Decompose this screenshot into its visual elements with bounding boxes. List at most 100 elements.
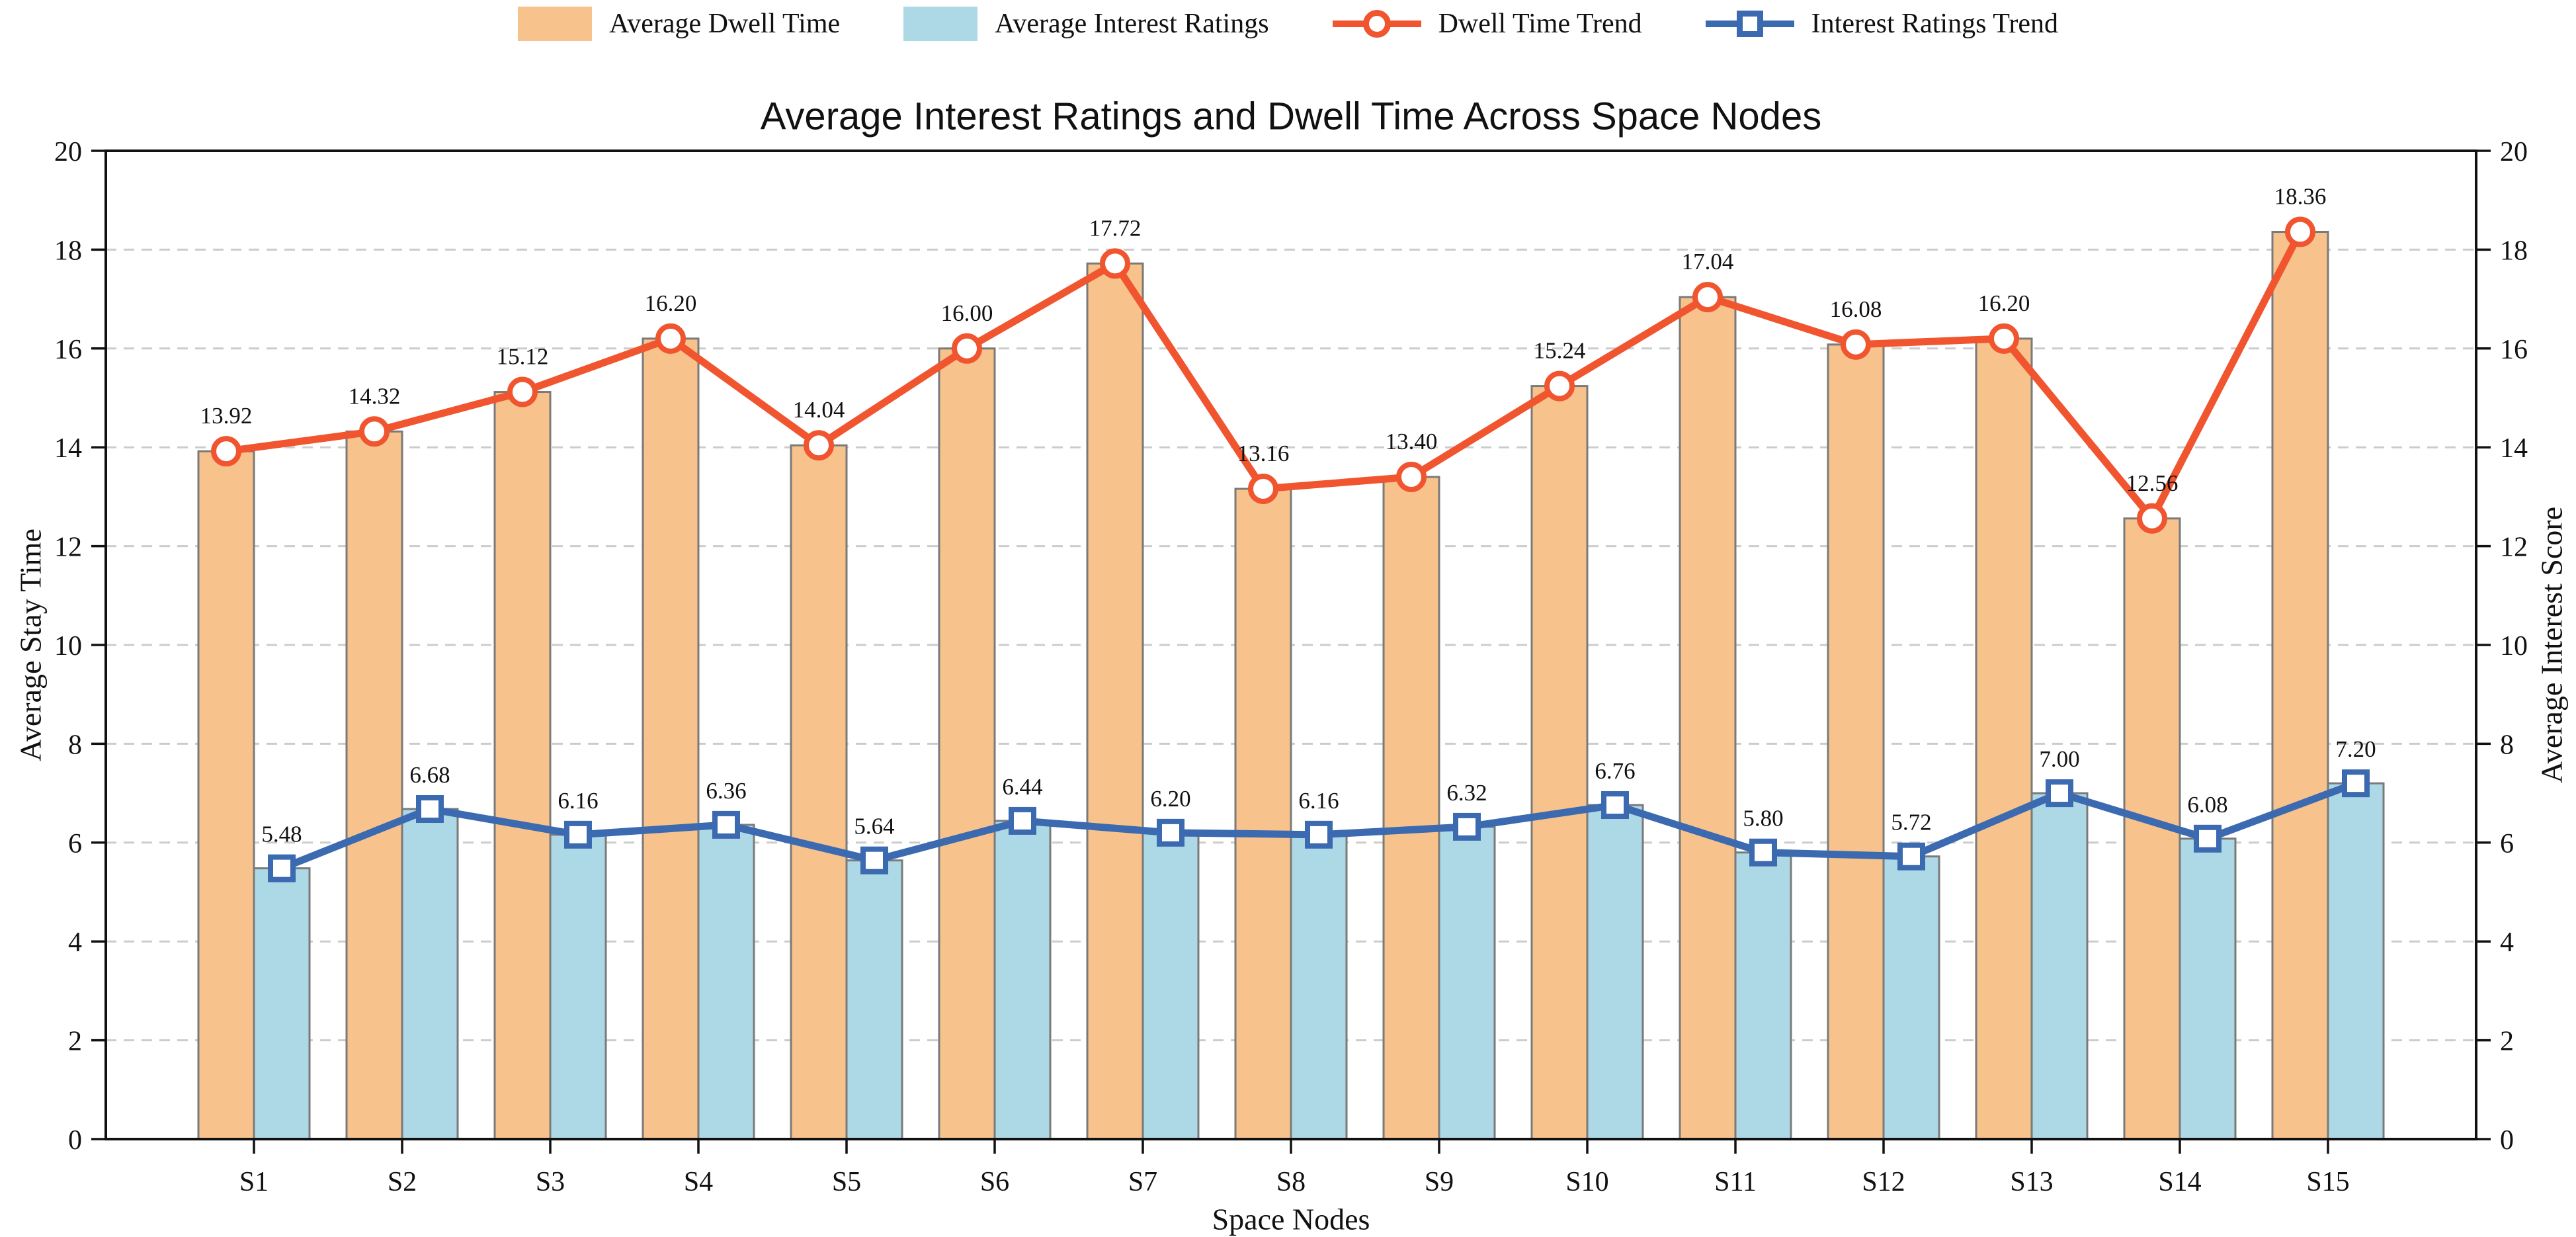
- legend-label-interest-bar: Average Interest Ratings: [995, 9, 1269, 39]
- value-label-interest-S7: 6.20: [1150, 786, 1190, 812]
- bar-dwell-S8: [1234, 488, 1292, 1140]
- value-label-interest-S5: 5.64: [854, 814, 894, 839]
- x-tick-label-S11: S11: [1714, 1167, 1757, 1197]
- value-label-interest-S11: 5.80: [1743, 806, 1783, 832]
- legend-item-interest-trend: Interest Ratings Trend: [1705, 7, 2058, 41]
- legend-label-interest-trend: Interest Ratings Trend: [1811, 9, 2058, 39]
- circle-marker-S13: [1989, 323, 2019, 354]
- legend-swatch-dwell-trend-icon: [1332, 7, 1421, 41]
- bar-dwell-S12: [1827, 343, 1885, 1140]
- square-marker-S2: [416, 795, 444, 824]
- bar-dwell-S1: [197, 450, 255, 1140]
- x-tick-label-S13: S13: [2010, 1167, 2053, 1197]
- value-label-dwell-S5: 14.04: [793, 397, 845, 423]
- legend-item-dwell-bar: Average Dwell Time: [518, 7, 840, 41]
- circle-marker-S12: [1841, 329, 1871, 360]
- y-tick-label-right: 0: [2500, 1125, 2514, 1156]
- value-label-dwell-S10: 15.24: [1534, 338, 1586, 364]
- legend-label-dwell-trend: Dwell Time Trend: [1438, 9, 1642, 39]
- y-tick-label-right: 14: [2500, 433, 2528, 464]
- x-tick-label-S1: S1: [239, 1167, 269, 1197]
- y-tick-label-left: 4: [68, 927, 82, 958]
- value-label-dwell-S13: 16.20: [1978, 290, 2030, 316]
- circle-marker-S7: [1100, 248, 1130, 279]
- y-tick-label-left: 14: [54, 433, 82, 464]
- y-tick-label-right: 16: [2500, 335, 2528, 365]
- y-tick-label-right: 10: [2500, 631, 2528, 661]
- value-label-dwell-S6: 16.00: [941, 300, 993, 326]
- square-marker-S8: [1305, 820, 1333, 849]
- square-marker-S4: [712, 810, 740, 839]
- x-tick-label-S10: S10: [1565, 1167, 1608, 1197]
- y-tick-label-left: 0: [68, 1125, 82, 1156]
- x-tick-label-S8: S8: [1276, 1167, 1306, 1197]
- bar-interest-S6: [993, 820, 1052, 1140]
- square-marker-S13: [2046, 779, 2073, 808]
- bar-dwell-S7: [1086, 262, 1144, 1140]
- bar-dwell-S5: [790, 444, 848, 1140]
- value-label-interest-S14: 6.08: [2187, 792, 2227, 818]
- legend-label-dwell-bar: Average Dwell Time: [609, 9, 841, 39]
- square-marker-S11: [1749, 838, 1777, 867]
- value-label-interest-S3: 6.16: [558, 788, 598, 814]
- y-tick-label-left: 2: [68, 1027, 82, 1057]
- plot-frame: [104, 149, 2477, 1140]
- square-marker-S3: [564, 820, 592, 849]
- legend-item-dwell-trend: Dwell Time Trend: [1332, 7, 1642, 41]
- bar-interest-S10: [1586, 804, 1644, 1140]
- circle-marker-S9: [1396, 462, 1427, 493]
- bar-dwell-S13: [1975, 337, 2033, 1140]
- value-label-dwell-S3: 15.12: [497, 344, 549, 370]
- bar-dwell-S15: [2271, 231, 2329, 1140]
- value-label-dwell-S1: 13.92: [200, 403, 253, 429]
- square-marker-S14: [2194, 824, 2222, 853]
- y-tick-label-left: 20: [54, 137, 82, 167]
- legend-item-interest-bar: Average Interest Ratings: [903, 7, 1269, 41]
- bar-interest-S8: [1290, 833, 1348, 1140]
- value-label-interest-S2: 6.68: [409, 762, 450, 788]
- legend-swatch-interest-bar-icon: [903, 7, 978, 41]
- value-label-interest-S6: 6.44: [1002, 774, 1042, 800]
- bar-interest-S11: [1734, 851, 1792, 1140]
- value-label-dwell-S15: 18.36: [2274, 184, 2327, 210]
- y-tick-label-right: 12: [2500, 533, 2528, 563]
- circle-marker-S8: [1248, 473, 1278, 504]
- value-label-interest-S4: 6.36: [706, 778, 746, 804]
- bar-interest-S13: [2030, 792, 2089, 1140]
- bar-dwell-S10: [1530, 385, 1589, 1140]
- y-tick-label-right: 6: [2500, 829, 2514, 859]
- value-label-interest-S13: 7.00: [2039, 746, 2079, 772]
- circle-marker-S10: [1544, 370, 1575, 402]
- bar-interest-S3: [549, 833, 607, 1140]
- circle-marker-S15: [2285, 216, 2315, 247]
- bar-dwell-S3: [493, 391, 552, 1140]
- value-label-interest-S9: 6.32: [1446, 780, 1487, 806]
- x-tick-label-S2: S2: [388, 1167, 417, 1197]
- bar-interest-S15: [2327, 782, 2385, 1140]
- value-label-dwell-S4: 16.20: [645, 290, 697, 316]
- x-tick-label-S9: S9: [1425, 1167, 1454, 1197]
- square-marker-S12: [1897, 842, 1925, 871]
- x-tick-label-S5: S5: [832, 1167, 861, 1197]
- y-tick-label-right: 2: [2500, 1027, 2514, 1057]
- x-tick-label-S14: S14: [2158, 1167, 2201, 1197]
- x-tick-label-S15: S15: [2306, 1167, 2349, 1197]
- square-marker-S9: [1453, 812, 1481, 841]
- value-label-interest-S12: 5.72: [1891, 810, 1931, 835]
- bar-dwell-S9: [1382, 476, 1440, 1140]
- y-tick-label-left: 6: [68, 829, 82, 859]
- value-label-interest-S10: 6.76: [1595, 758, 1635, 784]
- legend: Average Dwell Time Average Interest Rati…: [0, 7, 2576, 41]
- x-tick-label-S3: S3: [536, 1167, 565, 1197]
- y-tick-label-right: 8: [2500, 730, 2514, 760]
- value-label-dwell-S7: 17.72: [1089, 215, 1142, 241]
- square-marker-S15: [2342, 769, 2370, 798]
- y-tick-label-left: 12: [54, 533, 82, 563]
- value-label-dwell-S11: 17.04: [1682, 249, 1734, 275]
- circle-marker-S11: [1692, 282, 1723, 313]
- value-label-dwell-S9: 13.40: [1386, 429, 1438, 454]
- circle-marker-S14: [2137, 503, 2167, 534]
- bar-interest-S2: [401, 808, 459, 1140]
